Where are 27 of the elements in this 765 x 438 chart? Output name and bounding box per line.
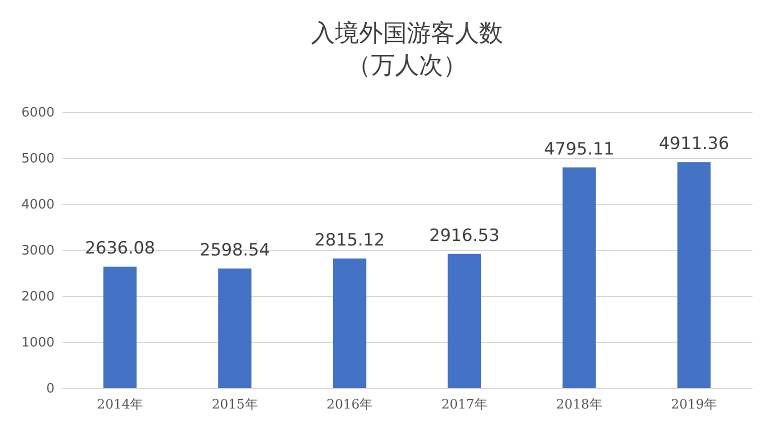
y-tick-label: 6000	[21, 106, 54, 120]
data-label: 2815.12	[314, 230, 385, 251]
x-tick-label: 2018年	[556, 398, 602, 412]
y-tick-label: 0	[46, 382, 54, 396]
bar	[103, 266, 137, 388]
data-label: 2916.53	[429, 226, 500, 246]
y-tick-label: 4000	[21, 198, 54, 212]
data-label: 2598.54	[200, 240, 270, 260]
bar	[218, 268, 252, 388]
y-tick-label: 2000	[21, 290, 54, 304]
x-tick-label: 2016年	[326, 398, 373, 412]
chart-subtitle: （万人次）	[347, 51, 467, 79]
data-label: 4911.36	[658, 134, 730, 154]
y-tick-label: 1000	[21, 336, 54, 350]
chart-title: 入境外国游客人数	[311, 19, 503, 47]
bar	[562, 167, 596, 388]
x-tick-label: 2015年	[212, 398, 258, 412]
y-tick-label: 3000	[21, 244, 54, 258]
y-tick-label: 5000	[21, 152, 54, 166]
x-tick-label: 2014年	[96, 398, 144, 412]
bar	[332, 258, 366, 388]
data-label: 2636.08	[84, 238, 156, 259]
data-label: 4795.11	[544, 139, 614, 160]
x-tick-label: 2019年	[670, 398, 718, 412]
x-tick-label: 2017年	[441, 398, 488, 412]
bar	[448, 254, 482, 388]
bar	[677, 162, 711, 388]
